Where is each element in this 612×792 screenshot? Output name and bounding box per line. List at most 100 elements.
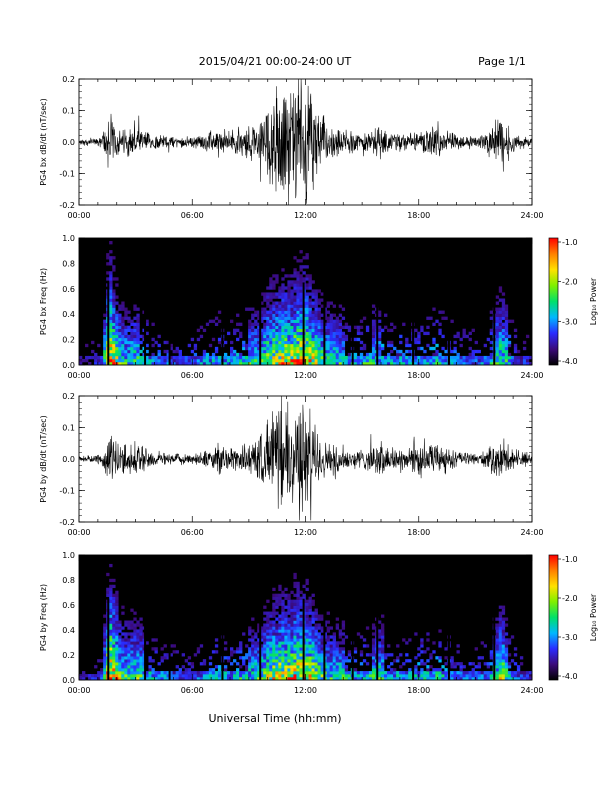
spectrogram-cell <box>320 668 324 672</box>
spectrogram-cell <box>489 653 494 657</box>
spectrogram-cell <box>420 650 424 654</box>
spectrogram-cell <box>344 668 349 672</box>
spectrogram-cell <box>501 340 506 345</box>
spectrogram-cell <box>453 665 457 669</box>
spectrogram-cell <box>347 677 352 681</box>
y-tick-label: 1.0 <box>62 234 75 243</box>
spectrogram-cell <box>308 298 312 302</box>
spectrogram-cell <box>242 340 246 345</box>
spectrogram-cell <box>308 349 312 354</box>
spectrogram-cell <box>121 304 125 308</box>
spectrogram-cell <box>178 674 182 678</box>
spectrogram-cell <box>109 584 113 589</box>
spectrogram-cell <box>109 283 113 287</box>
spectrogram-cell <box>263 623 267 627</box>
spectrogram-cell <box>278 626 282 630</box>
spectrogram-cell <box>290 298 294 302</box>
spectrogram-cell <box>495 659 500 663</box>
spectrogram-cell <box>124 620 128 624</box>
spectrogram-cell <box>293 665 297 669</box>
spectrogram-cell <box>205 352 210 357</box>
spectrogram-cell <box>115 340 119 345</box>
spectrogram-cell <box>314 611 318 615</box>
spectrogram-cell <box>293 304 297 308</box>
spectrogram-cell <box>516 358 521 363</box>
spectrogram-cell <box>507 662 512 666</box>
spectrogram-cell <box>356 337 361 342</box>
spectrogram-cell <box>332 340 336 345</box>
spectrogram-cell <box>368 358 373 363</box>
spectrogram-cell <box>308 346 312 351</box>
spectrogram-cell <box>236 352 240 357</box>
spectrogram-cell <box>257 677 261 681</box>
spectrogram-cell <box>275 647 279 651</box>
spectrogram-cell <box>193 671 198 675</box>
spectrogram-cell <box>251 629 255 633</box>
spectrogram-cell <box>371 355 376 360</box>
spectrogram-cell <box>202 662 207 666</box>
spectrogram-cell <box>287 593 291 597</box>
spectrogram-cell <box>522 674 527 678</box>
spectrogram-cell <box>317 674 321 678</box>
spectrogram-cell <box>405 671 409 675</box>
spectrogram-cell <box>498 629 503 633</box>
spectrogram-cell <box>287 653 291 657</box>
spectrogram-cell <box>266 665 270 669</box>
spectrogram-cell <box>308 343 312 348</box>
spectrogram-cell <box>275 355 279 360</box>
spectrogram-cell <box>103 674 107 678</box>
spectrogram-cell <box>284 656 288 660</box>
spectrogram-cell <box>381 623 385 627</box>
spectrogram-cell <box>136 328 140 333</box>
spectrogram-cell <box>109 596 113 600</box>
spectrogram-cell <box>414 340 418 345</box>
spectrogram-cell <box>371 623 376 627</box>
spectrogram-cell <box>287 596 291 600</box>
spectrogram-cell <box>377 662 382 666</box>
spectrogram-cell <box>169 355 173 360</box>
spectrogram-cell <box>281 665 285 669</box>
spectrogram-cell <box>211 674 216 678</box>
spectrogram-cell <box>320 650 324 654</box>
spectrogram-cell <box>251 325 255 330</box>
spectrogram-cell <box>356 674 361 678</box>
spectrogram-cell <box>308 304 312 308</box>
spectrogram-cell <box>471 328 475 333</box>
spectrogram-cell <box>293 268 297 272</box>
spectrogram-cell <box>317 358 321 363</box>
spectrogram-cell <box>278 656 282 660</box>
spectrogram-cell <box>381 650 385 654</box>
data-gap <box>412 282 415 365</box>
spectrogram-cell <box>275 617 279 621</box>
spectrogram-cell <box>299 358 303 363</box>
spectrogram-cell <box>498 334 503 339</box>
spectrogram-cell <box>109 280 113 284</box>
spectrogram-cell <box>217 319 222 323</box>
spectrogram-cell <box>272 286 276 290</box>
spectrogram-cell <box>248 361 252 366</box>
spectrogram-cell <box>477 671 481 675</box>
spectrogram-cell <box>468 671 472 675</box>
spectrogram-cell <box>335 659 340 663</box>
spectrogram-cell <box>317 650 321 654</box>
spectrogram-cell <box>278 304 282 308</box>
spectrogram-cell <box>257 325 261 330</box>
spectrogram-cell <box>287 638 291 642</box>
spectrogram-cell <box>115 608 119 612</box>
spectrogram-cell <box>371 626 376 630</box>
spectrogram-cell <box>456 361 460 366</box>
spectrogram-cell <box>293 572 297 577</box>
spectrogram-cell <box>118 647 122 651</box>
spectrogram-cell <box>112 256 116 260</box>
spectrogram-cell <box>377 635 382 639</box>
spectrogram-cell <box>248 319 252 323</box>
spectrogram-cell <box>320 340 324 345</box>
spectrogram-cell <box>85 358 89 363</box>
spectrogram-cell <box>202 677 207 681</box>
spectrogram-cell <box>263 358 267 363</box>
spectrogram-cell <box>450 674 454 678</box>
spectrogram-cell <box>329 349 333 354</box>
spectrogram-cell <box>275 301 279 305</box>
spectrogram-cell <box>516 349 521 354</box>
